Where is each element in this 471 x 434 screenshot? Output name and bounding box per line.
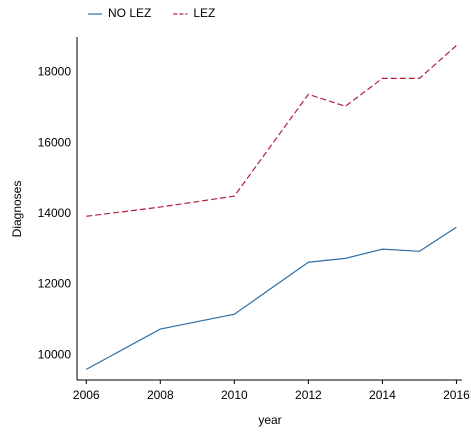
legend-label: LEZ	[193, 6, 215, 20]
x-tick-label: 2012	[295, 388, 322, 402]
x-tick-label: 2010	[221, 388, 248, 402]
y-tick-label: 14000	[38, 206, 72, 220]
series-line	[86, 45, 457, 217]
legend-label: NO LEZ	[108, 6, 151, 20]
series-line	[85, 226, 457, 370]
x-tick-label: 2008	[147, 388, 174, 402]
y-tick-label: 10000	[38, 347, 72, 361]
x-axis-label: year	[258, 413, 281, 427]
x-tick-label: 2006	[73, 388, 100, 402]
y-tick-label: 16000	[38, 135, 72, 149]
y-tick-label: 18000	[38, 65, 72, 79]
y-axis-label: Diagnoses	[10, 181, 24, 238]
y-tick-label: 12000	[38, 277, 72, 291]
x-tick-label: 2014	[369, 388, 396, 402]
x-tick-label: 2016	[443, 388, 470, 402]
